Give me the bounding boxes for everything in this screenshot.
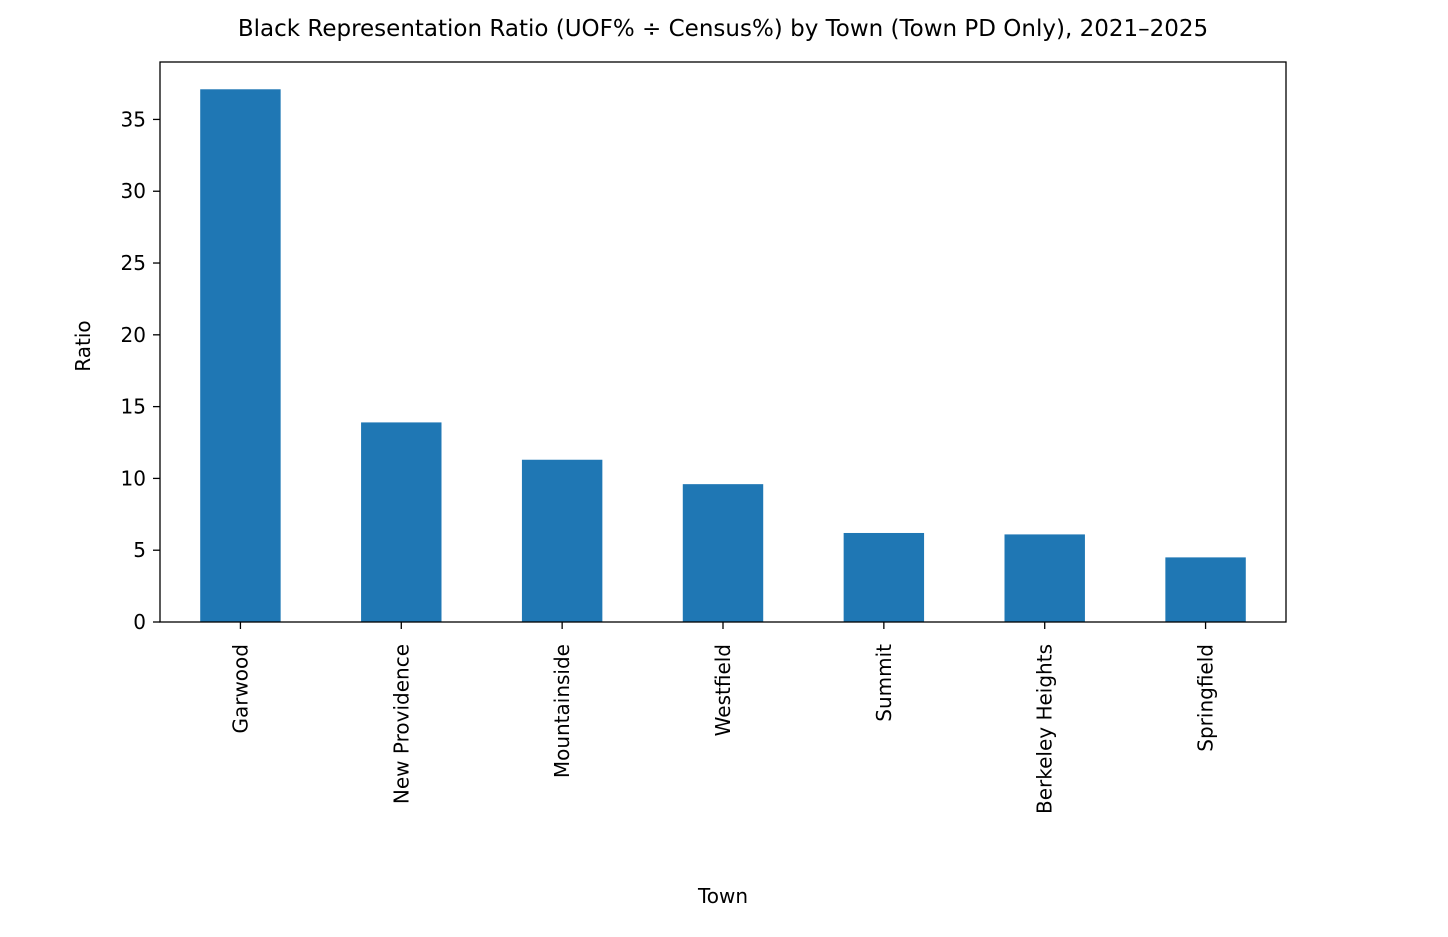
bar [521,459,603,622]
y-tick-label: 25 [121,251,146,275]
y-tick-label: 15 [121,395,146,419]
x-axis-label: Town [697,884,748,908]
x-tick-label: Westfield [711,644,735,736]
chart-title: Black Representation Ratio (UOF% ÷ Censu… [238,16,1208,42]
y-tick-label: 0 [133,610,146,634]
y-tick-label: 35 [121,107,146,131]
x-tick-label: New Providence [389,644,413,804]
x-tick-label: Springfield [1194,644,1218,752]
y-tick-label: 20 [121,323,146,347]
bar [200,89,281,623]
plot-frame [159,61,1287,623]
x-tick-label: Berkeley Heights [1033,644,1057,814]
y-tick-label: 30 [121,179,146,203]
y-tick-label: 5 [133,538,146,562]
bar [1165,557,1246,622]
bar [843,532,925,622]
x-tick-label: Mountainside [550,644,574,778]
y-axis-label: Ratio [71,320,95,371]
bar [1004,534,1085,622]
y-tick-label: 10 [121,466,146,490]
bar [682,484,764,622]
x-tick-label: Summit [872,644,896,722]
x-tick-label: Garwood [228,644,252,734]
bar [361,422,442,622]
